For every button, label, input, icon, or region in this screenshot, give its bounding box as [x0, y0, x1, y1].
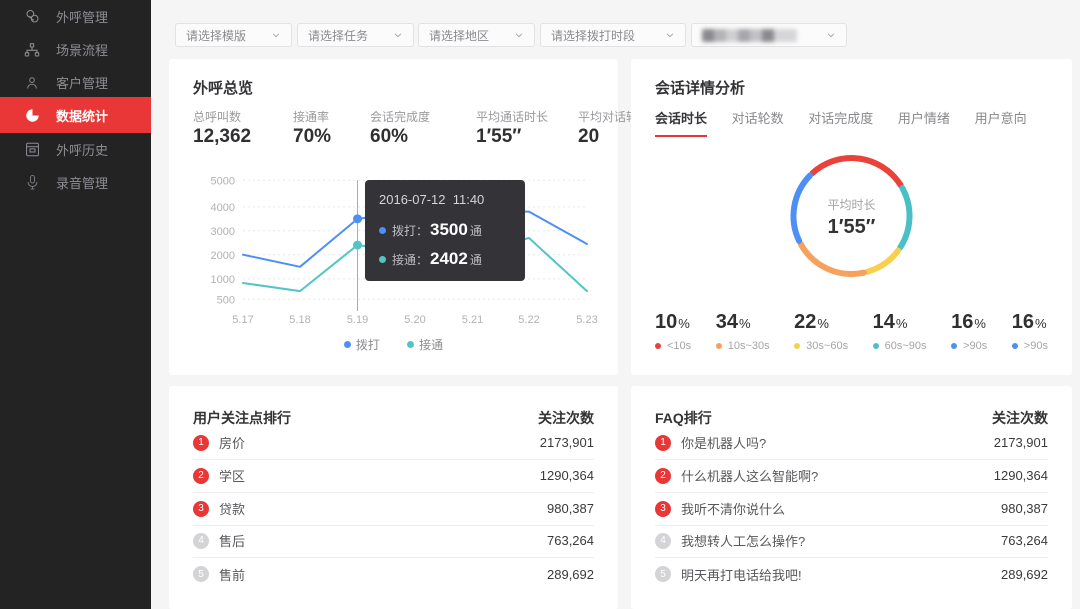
svg-text:1000: 1000 [211, 274, 235, 286]
svg-text:5.21: 5.21 [462, 314, 483, 326]
svg-text:3000: 3000 [211, 226, 235, 238]
svg-text:500: 500 [217, 295, 235, 307]
svg-text:5.19: 5.19 [347, 314, 368, 326]
svg-text:5.20: 5.20 [404, 314, 425, 326]
svg-text:1′55″: 1′55″ [828, 216, 876, 238]
svg-text:5.23: 5.23 [576, 314, 597, 326]
svg-text:5000: 5000 [211, 177, 235, 188]
svg-text:5.22: 5.22 [518, 314, 539, 326]
svg-text:4000: 4000 [211, 202, 235, 214]
svg-text:2000: 2000 [211, 250, 235, 262]
svg-text:5.17: 5.17 [232, 314, 253, 326]
svg-text:5.18: 5.18 [289, 314, 310, 326]
svg-text:平均时长: 平均时长 [827, 198, 875, 212]
